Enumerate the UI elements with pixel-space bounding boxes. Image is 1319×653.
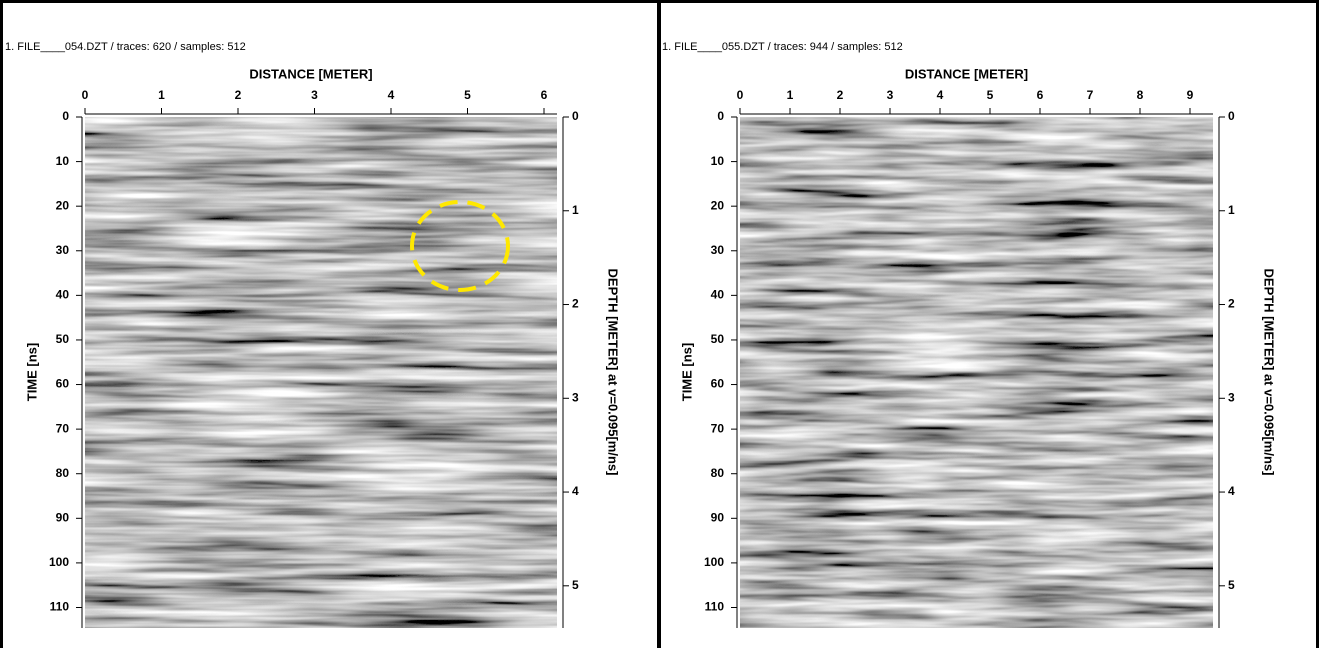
y2-axis-label: DEPTH [METER] at v=0.095[m/ns]: [1262, 269, 1277, 476]
y-tick-label: 70: [56, 421, 70, 435]
x-axis-label: DISTANCE [METER]: [249, 66, 372, 81]
y2-axis-label: DEPTH [METER] at v=0.095[m/ns]: [606, 269, 621, 476]
x-tick-label: 0: [82, 88, 89, 102]
y2-tick-label: 3: [572, 390, 579, 404]
radargram: [740, 117, 1213, 628]
y-tick-label: 40: [56, 288, 70, 302]
y-tick-label: 60: [56, 377, 70, 391]
x-tick-label: 3: [887, 88, 894, 102]
x-tick-label: 5: [464, 88, 471, 102]
y-tick-label: 20: [711, 198, 725, 212]
divider: [657, 0, 661, 648]
y-tick-label: 10: [56, 154, 70, 168]
y2-tick-label: 4: [572, 484, 579, 498]
x-tick-label: 1: [158, 88, 165, 102]
y2-tick-label: 4: [1228, 484, 1235, 498]
x-tick-label: 5: [987, 88, 994, 102]
x-tick-label: 8: [1137, 88, 1144, 102]
y2-tick-label: 5: [1228, 578, 1235, 592]
x-tick-label: 0: [737, 88, 744, 102]
y2-tick-label: 1: [1228, 203, 1235, 217]
y-tick-label: 90: [56, 510, 70, 524]
y2-tick-label: 2: [1228, 297, 1235, 311]
x-axis-label: DISTANCE [METER]: [905, 66, 1028, 81]
radargram: [85, 117, 557, 628]
y2-tick-label: 0: [572, 109, 579, 123]
x-tick-label: 6: [1037, 88, 1044, 102]
y-tick-label: 0: [62, 109, 69, 123]
y-tick-label: 110: [50, 600, 70, 614]
y2-tick-label: 1: [572, 203, 579, 217]
y-tick-label: 30: [711, 243, 725, 257]
y-tick-label: 80: [711, 466, 725, 480]
file-header: 1. FILE____055.DZT / traces: 944 / sampl…: [662, 41, 903, 53]
x-tick-label: 2: [837, 88, 844, 102]
y-tick-label: 100: [704, 555, 724, 569]
y-tick-label: 70: [711, 421, 725, 435]
y-tick-label: 0: [717, 109, 724, 123]
y-axis-label: TIME [ns]: [679, 343, 694, 402]
y-tick-label: 50: [56, 332, 70, 346]
y-tick-label: 110: [705, 600, 725, 614]
x-tick-label: 9: [1187, 88, 1194, 102]
y-tick-label: 40: [711, 288, 725, 302]
y-axis-label: TIME [ns]: [24, 343, 39, 402]
x-tick-label: 6: [541, 88, 548, 102]
x-tick-label: 3: [311, 88, 318, 102]
y2-tick-label: 3: [1228, 390, 1235, 404]
y2-tick-label: 5: [572, 578, 579, 592]
y2-tick-label: 0: [1228, 109, 1235, 123]
y-tick-label: 30: [56, 243, 70, 257]
y2-tick-label: 2: [572, 297, 579, 311]
y-tick-label: 10: [711, 154, 725, 168]
y-tick-label: 100: [49, 555, 69, 569]
y-tick-label: 60: [711, 377, 725, 391]
y-tick-label: 20: [56, 198, 70, 212]
y-tick-label: 90: [711, 510, 725, 524]
file-header: 1. FILE____054.DZT / traces: 620 / sampl…: [5, 41, 246, 53]
highlight-circle: [410, 200, 510, 292]
x-tick-label: 4: [937, 88, 944, 102]
x-tick-label: 7: [1087, 88, 1094, 102]
y-tick-label: 80: [56, 466, 70, 480]
x-tick-label: 1: [787, 88, 794, 102]
y-tick-label: 50: [711, 332, 725, 346]
x-tick-label: 2: [235, 88, 242, 102]
x-tick-label: 4: [388, 88, 395, 102]
